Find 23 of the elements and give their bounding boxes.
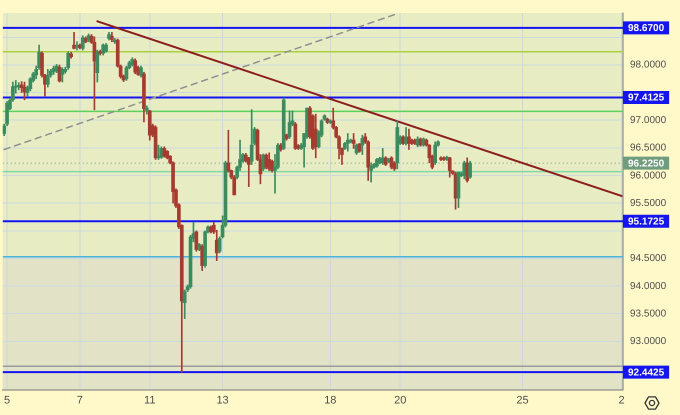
ref-line-label: 98.6700	[628, 23, 665, 34]
x-tick-label: 13	[216, 394, 229, 407]
x-tick-label: 25	[516, 394, 529, 407]
ref-line-label: 96.2250	[628, 158, 665, 170]
y-tick-label: 94.0000	[630, 280, 667, 292]
y-tick-label: 96.5000	[630, 142, 667, 154]
x-tick-label: 18	[324, 394, 336, 407]
y-tick-label: 96.0000	[630, 170, 667, 182]
y-tick-label: 93.5000	[630, 308, 667, 320]
ref-line-label: 92.4425	[628, 367, 665, 378]
candlestick	[72, 32, 76, 50]
y-tick-label: 94.5000	[630, 253, 667, 264]
x-tick-label: 2	[618, 394, 625, 407]
x-tick-label: 7	[76, 394, 83, 407]
y-tick-label: 98.0000	[630, 60, 667, 71]
ref-line-label: 97.4125	[628, 92, 665, 104]
ref-line-label: 95.1725	[628, 216, 665, 228]
x-tick-label: 11	[144, 394, 156, 407]
y-tick-label: 93.0000	[630, 336, 667, 348]
x-tick-label: 5	[4, 394, 10, 407]
x-tick-label: 20	[394, 394, 406, 407]
y-tick-label: 97.0000	[630, 114, 667, 126]
y-tick-label: 95.5000	[630, 198, 667, 209]
